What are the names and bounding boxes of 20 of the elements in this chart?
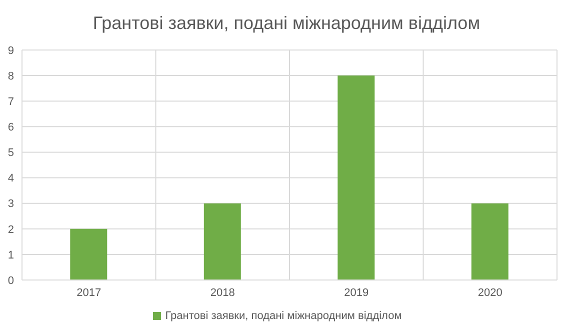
y-tick-label: 7: [8, 96, 14, 108]
x-tick-label: 2018: [210, 286, 235, 299]
x-tick-label: 2020: [478, 286, 502, 299]
bar: [204, 203, 241, 280]
y-tick-label: 3: [8, 198, 14, 210]
x-tick-label: 2017: [76, 286, 102, 299]
y-tick-label: 9: [8, 44, 14, 57]
y-tick-label: 1: [8, 249, 14, 262]
bar: [70, 228, 108, 280]
y-tick-label: 4: [8, 172, 14, 185]
legend-label: Грантові заявки, подані міжнародним відділом: [165, 310, 402, 322]
y-tick-label: 6: [8, 122, 14, 134]
y-tick-label: 8: [8, 70, 14, 82]
bar: [338, 76, 375, 280]
y-tick-label: 0: [8, 274, 14, 287]
bar: [471, 203, 508, 280]
y-tick-label: 5: [8, 147, 14, 160]
y-tick-label: 2: [8, 224, 14, 236]
x-tick-label: 2019: [344, 286, 369, 299]
chart-title: Грантові заявки, подані міжнародним відділом: [92, 12, 482, 35]
